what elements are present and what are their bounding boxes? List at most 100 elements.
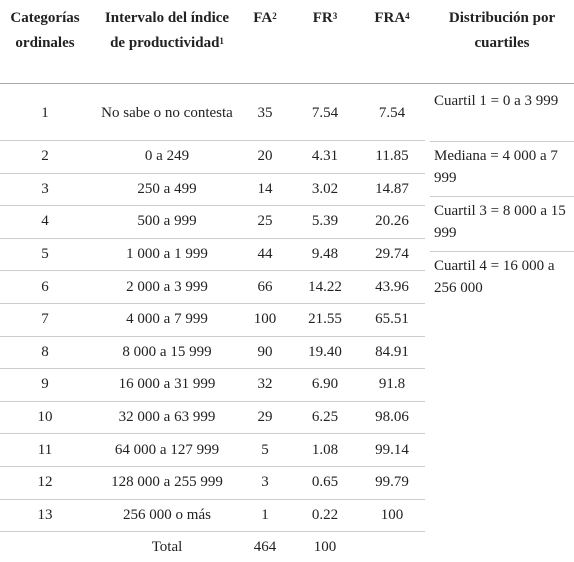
- quartile-text: Cuartil 1 = 0 a 3 999: [434, 93, 559, 109]
- table-cell: 8: [41, 343, 49, 360]
- table-cell: 1.08: [311, 441, 339, 458]
- table-cell: 99.14: [375, 441, 409, 458]
- header-text: FA2: [253, 6, 276, 31]
- footnote-mark: 4: [405, 11, 410, 21]
- header-label: FRA: [374, 10, 406, 26]
- row-rule: [0, 237, 425, 239]
- footnote-mark: 1: [219, 36, 224, 46]
- table-cell: 0.65: [311, 474, 339, 491]
- table-cell: 99.79: [375, 474, 409, 491]
- table-cell: 16 000 a 31 999: [118, 376, 216, 393]
- header-label: FR: [312, 10, 333, 26]
- row-rule: [0, 433, 425, 435]
- footnote-mark: 3: [332, 11, 338, 21]
- table-cell: 65.51: [375, 311, 409, 328]
- table-cell: 6.25: [311, 409, 339, 426]
- table-cell: 32 000 a 63 999: [118, 409, 216, 426]
- table-cell: 20.26: [375, 213, 409, 230]
- header-text: Distribución por cuartiles: [430, 6, 574, 56]
- table-cell: 84.91: [375, 343, 409, 360]
- table-cell: 64 000 a 127 999: [114, 441, 220, 458]
- table-cell: 3.02: [311, 180, 339, 197]
- table-cell: 14.22: [308, 278, 342, 295]
- quartile-text: Mediana = 4 000 a 7 999: [434, 148, 558, 186]
- row-rule: [0, 140, 425, 141]
- table-cell: 13: [37, 506, 53, 523]
- table-cell: 11: [37, 441, 53, 458]
- table-cell: 91.8: [378, 376, 406, 393]
- row-rule: [0, 400, 425, 402]
- table-cell: 35: [257, 105, 273, 121]
- quartile-text: Cuartil 3 = 8 000 a 15 999: [434, 203, 566, 241]
- header-cell: FA2: [240, 6, 290, 82]
- row-rule: [0, 205, 425, 207]
- table-cell: 66: [257, 278, 273, 295]
- header-text: FR3: [313, 6, 338, 31]
- table-cell: 8 000 a 15 999: [122, 343, 212, 360]
- row-rule: [0, 466, 425, 467]
- header-rule: [0, 83, 574, 84]
- header-text: FRA4: [374, 6, 409, 31]
- table-cell: 19.40: [308, 343, 342, 360]
- header-label: FA: [253, 10, 273, 26]
- header-text: Intervalo del índice de productividad1: [100, 6, 234, 56]
- table-cell: 6: [41, 278, 49, 295]
- table-cell: 21.55: [308, 311, 342, 328]
- quartile-rule: [430, 251, 574, 252]
- header-label: Intervalo del índice de productividad: [104, 10, 230, 51]
- table-cell: 5.39: [311, 213, 339, 230]
- table-cell: 4 000 a 7 999: [126, 311, 208, 328]
- row-rule: [0, 172, 425, 174]
- table-cell: 7: [41, 311, 49, 328]
- header-cell: Intervalo del índice de productividad1: [100, 6, 234, 82]
- table-cell: 7.54: [378, 105, 406, 121]
- table-cell: 4: [41, 213, 49, 230]
- header-cell: Categorías ordinales: [2, 6, 88, 82]
- table-cell: 3: [41, 180, 49, 197]
- table-cell: 1: [261, 506, 269, 523]
- table-cell: 98.06: [375, 409, 409, 426]
- table-cell: 10: [37, 409, 53, 426]
- table-cell: No sabe o no contesta: [101, 105, 233, 121]
- table-cell: 5: [261, 441, 269, 458]
- table-cell: 100: [253, 311, 277, 328]
- table-cell: 256 000 o más: [123, 506, 211, 523]
- table-cell: 43.96: [375, 278, 409, 295]
- quartile-rule: [430, 141, 574, 142]
- row-rule: [0, 270, 425, 272]
- table-cell: 0 a 249: [144, 148, 190, 165]
- table-cell: 29: [257, 409, 273, 426]
- table-cell: 90: [257, 343, 273, 360]
- table-cell: 11.85: [375, 148, 409, 165]
- table-cell: 2 000 a 3 999: [126, 278, 208, 295]
- table-cell: 3: [261, 474, 269, 491]
- table-cell: 14: [257, 180, 273, 197]
- header-cell: Distribución por cuartiles: [430, 6, 574, 82]
- table-cell: 100: [380, 506, 404, 523]
- table-cell: 25: [257, 213, 273, 230]
- table-cell: 32: [257, 376, 273, 393]
- row-rule: [0, 531, 425, 533]
- table-cell: 5: [41, 246, 49, 263]
- header-cell: FRA4: [360, 6, 424, 82]
- table-cell: 4.31: [311, 148, 339, 165]
- table-cell: 9.48: [311, 246, 339, 263]
- header-label: Categorías ordinales: [10, 10, 80, 51]
- quartile-text: Cuartil 4 = 16 000 a 256 000: [434, 258, 555, 296]
- total-cell: Total: [151, 539, 183, 556]
- table-cell: 9: [41, 376, 49, 393]
- table-cell: 44: [257, 246, 273, 263]
- header-text: Categorías ordinales: [2, 6, 88, 56]
- header-label: Distribución por cuartiles: [448, 10, 556, 51]
- header-cell: FR3: [296, 6, 354, 82]
- table-cell: 128 000 a 255 999: [111, 474, 223, 491]
- table-cell: 12: [37, 474, 53, 491]
- table-cell: 1: [41, 105, 49, 121]
- table-cell: 1 000 a 1 999: [126, 246, 208, 263]
- table-cell: 500 a 999: [137, 213, 197, 230]
- table-cell: 20: [257, 148, 273, 165]
- footnote-mark: 2: [272, 11, 277, 21]
- quartile-rule: [430, 196, 574, 197]
- table-cell: 6.90: [311, 376, 339, 393]
